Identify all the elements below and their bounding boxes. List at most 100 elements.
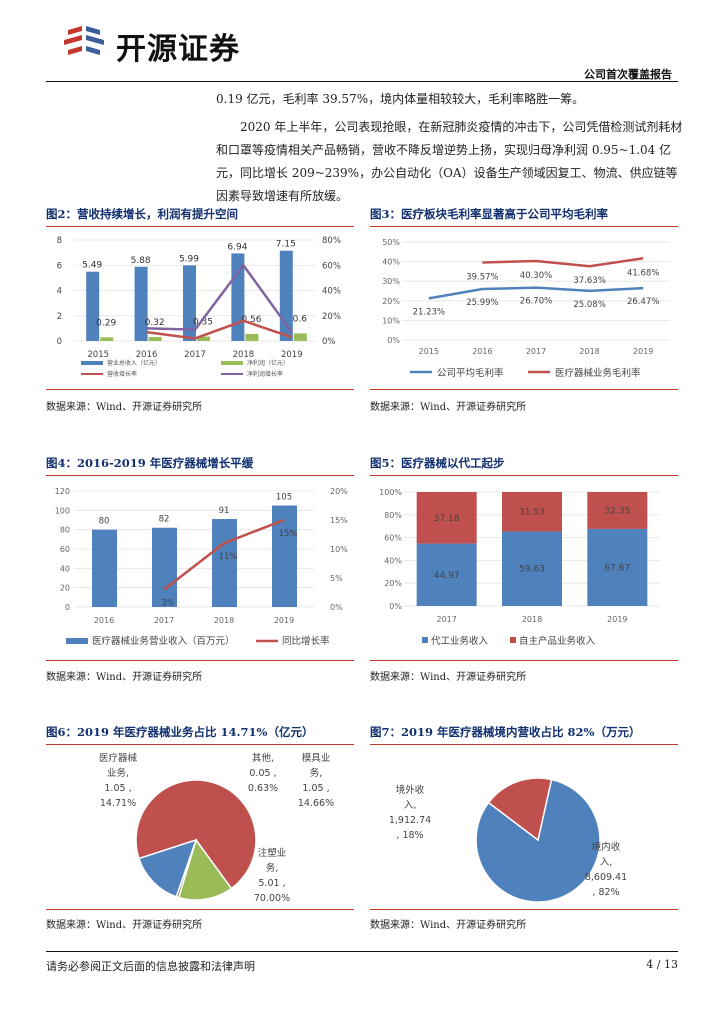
pie-label: 0.63% [248, 783, 278, 794]
figure-title: 图4：2016-2019 年医疗器械增长平缓 [46, 456, 254, 470]
brand-logo: 开源证券 [60, 20, 260, 70]
revenue-profit-chart: 024680%20%40%60%80%5.490.2920155.880.322… [57, 236, 341, 378]
revenue-bar [279, 250, 293, 341]
y-tick-label: 4 [57, 287, 62, 297]
pie-label: 注塑业 [258, 847, 287, 859]
legend-label: 医疗器械业务营业收入（百万元） [92, 635, 235, 647]
y-tick-label: 50% [382, 238, 400, 247]
pie-label: 其他, [252, 752, 274, 764]
x-tick-label: 2018 [233, 350, 255, 360]
growth-line [163, 518, 285, 591]
legend-label: 医疗器械业务毛利率 [555, 367, 641, 379]
bar-value-label: 0.32 [145, 318, 165, 328]
logo-mark-icon [64, 26, 104, 55]
stacked-bar-segment [416, 543, 477, 606]
figure-source: 数据来源：Wind、开源证券研究所 [370, 672, 527, 683]
y-tick-label: 6 [57, 261, 62, 271]
y2-tick-label: 60% [322, 261, 341, 271]
data-label: 3% [161, 599, 175, 609]
figure-rule [370, 389, 678, 390]
pie-slice [135, 779, 257, 890]
y-tick-label: 60% [384, 534, 402, 543]
x-tick-label: 2017 [436, 615, 456, 624]
legend-swatch [66, 638, 88, 644]
pie-label: 70.00% [254, 893, 290, 904]
bar-value-label: 6.94 [227, 242, 247, 252]
y-tick-label: 40% [382, 258, 400, 267]
legend-label: 同比增长率 [282, 635, 330, 647]
bar-value-label: 32.35 [604, 506, 630, 516]
series-line [482, 257, 644, 268]
pie-label: 模具业 [302, 752, 331, 764]
stacked-bar-segment [587, 492, 648, 529]
y-tick-label: 2 [57, 312, 62, 322]
legend-label: 代工业务收入 [431, 635, 489, 647]
profit-bar [148, 336, 162, 341]
figure-rule [46, 744, 354, 745]
legend-swatch [81, 361, 103, 365]
y-tick-label: 80% [384, 511, 402, 520]
bar-value-label: 80 [99, 517, 110, 527]
y-tick-label: 40 [60, 564, 70, 573]
header-rule [46, 81, 678, 82]
pie-slice [487, 777, 553, 842]
y2-tick-label: 80% [322, 236, 341, 246]
y-tick-label: 20 [60, 584, 70, 593]
data-label: 41.68% [627, 268, 659, 278]
data-label: 11% [219, 552, 238, 562]
page-number: 4 / 13 [646, 958, 678, 971]
data-label: 15% [279, 529, 298, 539]
figure-rule [46, 389, 354, 390]
pie-label: 入, [404, 800, 417, 811]
stacked-bar-segment [502, 531, 562, 606]
pie-label: 业务, [107, 767, 129, 779]
x-tick-label: 2015 [419, 347, 439, 356]
y-tick-label: 0 [65, 603, 70, 612]
data-label: 25.99% [466, 298, 498, 308]
revenue-bar [92, 529, 117, 607]
x-tick-label: 2018 [579, 347, 599, 356]
bar-value-label: 44.97 [434, 571, 460, 581]
bar-value-label: 5.99 [179, 254, 199, 264]
y2-tick-label: 20% [322, 312, 341, 322]
revenue-bar [183, 265, 196, 341]
y-tick-label: 100% [379, 488, 402, 497]
y2-tick-label: 0% [322, 337, 336, 347]
series-line [146, 319, 293, 340]
legend-label: 自主产品业务收入 [519, 635, 596, 647]
legend-swatch [510, 637, 516, 643]
bar-value-label: 0.35 [193, 318, 213, 328]
revenue-bar [86, 271, 100, 341]
figure-title: 图6：2019 年医疗器械业务占比 14.71%（亿元） [46, 725, 314, 739]
figure-rule [46, 909, 354, 910]
figure-title: 图5：医疗器械以代工起步 [370, 456, 505, 470]
bar-value-label: 67.67 [604, 563, 630, 573]
pie-label: 14.71% [100, 798, 136, 809]
x-tick-label: 2017 [526, 347, 546, 356]
y2-tick-label: 40% [322, 287, 341, 297]
legend-label: 营收增长率 [107, 370, 137, 378]
y-tick-label: 0% [389, 602, 402, 611]
y2-tick-label: 15% [330, 516, 348, 525]
x-tick-label: 2017 [154, 616, 174, 625]
legend-label: 公司平均毛利率 [437, 367, 504, 379]
y-tick-label: 60 [60, 545, 70, 554]
x-tick-label: 2019 [274, 616, 294, 625]
data-label: 37.63% [573, 276, 605, 286]
pie-label: 务, [266, 862, 279, 874]
data-label: 40.30% [520, 271, 552, 281]
x-tick-label: 2019 [607, 615, 627, 624]
pie-label: 1.05 , [302, 783, 329, 794]
y-tick-label: 20% [384, 579, 402, 588]
data-label: 21.23% [413, 307, 445, 317]
figure-source: 数据来源：Wind、开源证券研究所 [46, 402, 203, 413]
x-tick-label: 2016 [136, 350, 158, 360]
body-paragraph: 2020 年上半年，公司表现抢眼，在新冠肺炎疫情的冲击下，公司凭借检测试剂耗材和… [216, 120, 683, 203]
pie-label: 境外收 [396, 784, 425, 796]
figure-rule [46, 226, 354, 227]
x-tick-label: 2019 [281, 350, 303, 360]
revenue-bar [134, 266, 148, 341]
y2-tick-label: 20% [330, 487, 348, 496]
